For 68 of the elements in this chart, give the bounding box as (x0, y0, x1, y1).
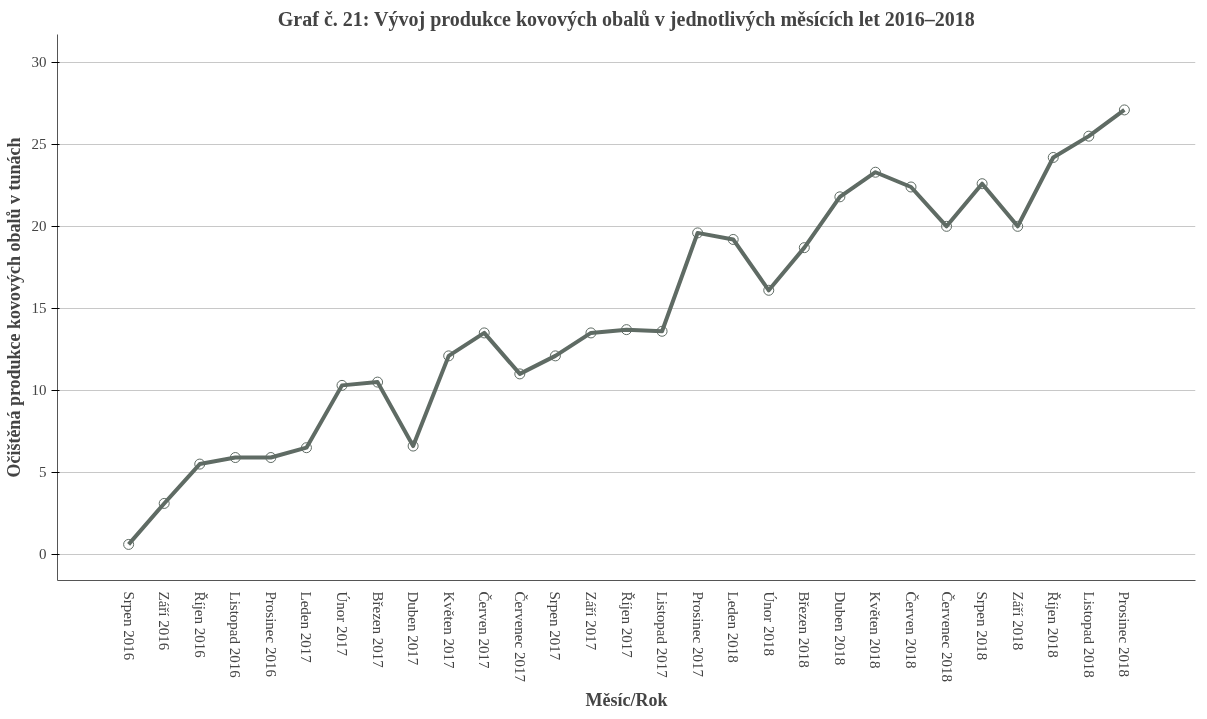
x-tick-label: Červenec 2017 (511, 591, 528, 683)
x-tick-label: Únor 2017 (334, 591, 350, 657)
x-tick-label: Únor 2018 (760, 591, 777, 657)
point (727, 233, 739, 245)
x-tick-label: Červen 2018 (903, 591, 919, 669)
point (1047, 151, 1059, 163)
point (336, 379, 348, 391)
point (869, 166, 881, 178)
point (1012, 220, 1024, 232)
x-tick-label: Prosinec 2018 (1116, 591, 1133, 677)
x-tick-label: Listopad 2017 (654, 591, 671, 679)
x-axis-title: Měsíc/Rok (585, 689, 668, 710)
point (656, 325, 668, 337)
point (194, 458, 206, 470)
y-axis-title: Očištěná produkce kovových obalů v tunách (3, 137, 24, 478)
x-tick-label: Srpen 2016 (120, 591, 137, 661)
point (1083, 130, 1095, 142)
point (905, 181, 917, 193)
x-tick-label: Říjen 2016 (191, 591, 208, 659)
point (976, 178, 988, 190)
point (798, 242, 810, 254)
point (1118, 104, 1130, 116)
point (443, 350, 455, 362)
point (585, 327, 597, 339)
point (265, 452, 277, 464)
point (549, 350, 561, 362)
y-tick-label: 5 (39, 464, 47, 481)
point (621, 324, 632, 336)
x-tick-label: Srpen 2017 (547, 591, 564, 661)
y-tick-label: 10 (31, 382, 47, 399)
x-tick-label: Září 2018 (1009, 591, 1026, 651)
y-tick-label: 15 (31, 300, 47, 317)
y-tick-label: 25 (31, 136, 47, 153)
point (229, 452, 241, 464)
point (478, 327, 490, 339)
x-tick-label: Květen 2017 (440, 591, 457, 670)
x-tick-label: Srpen 2018 (974, 591, 991, 661)
x-tick-label: Prosinec 2016 (262, 591, 279, 678)
x-tick-label: Listopad 2016 (227, 591, 244, 679)
point (941, 220, 953, 232)
x-tick-label: Prosinec 2017 (689, 591, 706, 678)
point (692, 227, 704, 239)
point (300, 442, 312, 454)
chart-title: Graf č. 21: Vývoj produkce kovových obalů v jednotlivých měsících let 2016–2018 (277, 7, 975, 31)
x-tick-label: Září 2017 (582, 591, 599, 651)
x-tick-label: Říjen 2017 (618, 591, 635, 659)
point (763, 284, 775, 296)
x-tick-label: Leden 2018 (725, 591, 742, 663)
point (407, 440, 419, 452)
x-tick-label: Listopad 2018 (1080, 591, 1097, 678)
x-tick-label: Březen 2017 (369, 591, 386, 669)
x-tick-label: Leden 2017 (298, 591, 315, 664)
x-tick-label: Září 2016 (156, 591, 173, 651)
x-tick-label: Květen 2018 (867, 591, 884, 669)
y-tick-label: 20 (31, 218, 47, 235)
x-tick-label: Červen 2017 (476, 591, 493, 670)
x-tick-label: Červenec 2018 (938, 591, 955, 682)
point (834, 191, 846, 203)
x-tick-label: Březen 2018 (796, 591, 813, 668)
x-tick-label: Říjen 2018 (1045, 591, 1062, 658)
x-tick-label: Duben 2018 (831, 591, 848, 666)
point (372, 376, 384, 388)
y-tick-label: 30 (31, 54, 47, 71)
y-tick-label: 0 (39, 546, 47, 563)
point (123, 538, 135, 550)
point (514, 368, 526, 380)
x-tick-label: Duben 2017 (405, 591, 422, 666)
point (158, 497, 170, 509)
